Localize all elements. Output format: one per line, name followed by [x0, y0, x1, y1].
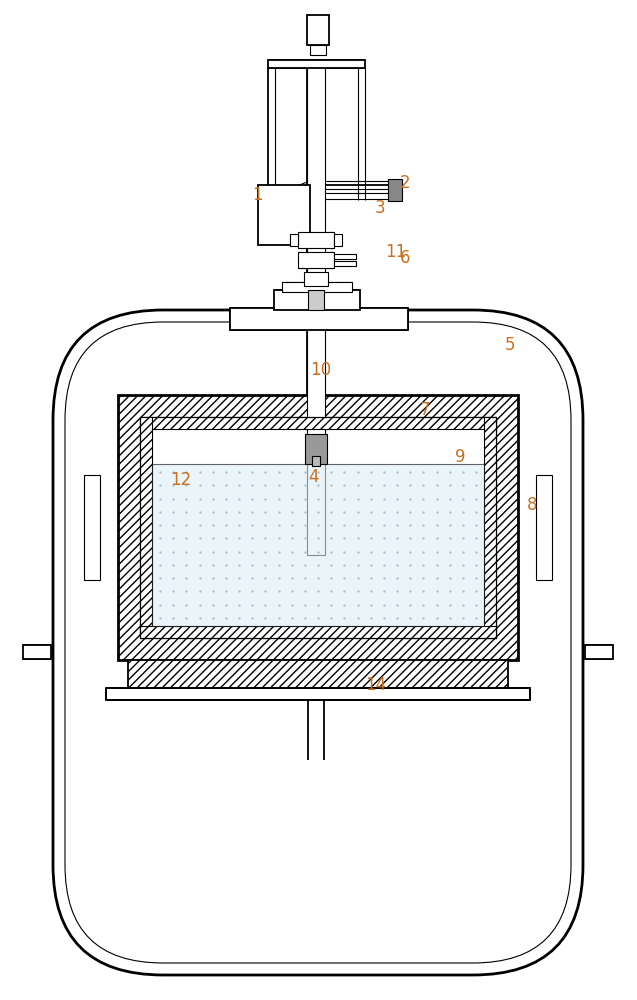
Text: 4: 4 — [308, 468, 318, 486]
Bar — [140, 417, 496, 638]
Bar — [334, 261, 356, 266]
Bar — [290, 234, 298, 246]
Text: 8: 8 — [527, 496, 538, 514]
Bar — [23, 645, 51, 659]
Bar — [258, 185, 310, 245]
Text: 2: 2 — [400, 174, 411, 192]
Bar — [140, 626, 496, 638]
Bar — [274, 290, 360, 310]
Bar — [298, 232, 334, 248]
Bar — [334, 234, 342, 246]
Bar — [585, 645, 613, 659]
Bar — [307, 15, 329, 45]
Text: 14: 14 — [365, 676, 386, 694]
Bar — [128, 660, 508, 688]
Bar — [304, 272, 328, 286]
Bar — [140, 417, 496, 429]
Bar — [308, 290, 324, 310]
FancyBboxPatch shape — [53, 310, 583, 975]
Bar — [118, 395, 518, 660]
Bar — [312, 456, 320, 466]
Bar — [282, 282, 352, 292]
Bar — [334, 254, 356, 259]
Bar — [140, 417, 496, 638]
Bar — [268, 60, 365, 68]
Bar — [106, 688, 530, 700]
Text: 12: 12 — [170, 471, 191, 489]
Bar — [307, 60, 325, 555]
Text: 1: 1 — [252, 186, 262, 204]
Text: 7: 7 — [420, 401, 431, 419]
Bar — [230, 308, 408, 330]
Text: 11: 11 — [385, 243, 406, 261]
Bar — [152, 464, 484, 626]
Text: 10: 10 — [310, 361, 331, 379]
Text: 6: 6 — [400, 249, 410, 267]
Bar — [536, 475, 552, 580]
Text: 3: 3 — [375, 199, 385, 217]
Bar — [310, 45, 326, 55]
Bar — [305, 434, 327, 464]
Text: 9: 9 — [455, 448, 466, 466]
Bar — [140, 417, 152, 638]
Bar — [388, 179, 402, 201]
Bar — [298, 252, 334, 268]
Bar — [84, 475, 100, 580]
Bar — [484, 417, 496, 638]
Text: 5: 5 — [505, 336, 515, 354]
